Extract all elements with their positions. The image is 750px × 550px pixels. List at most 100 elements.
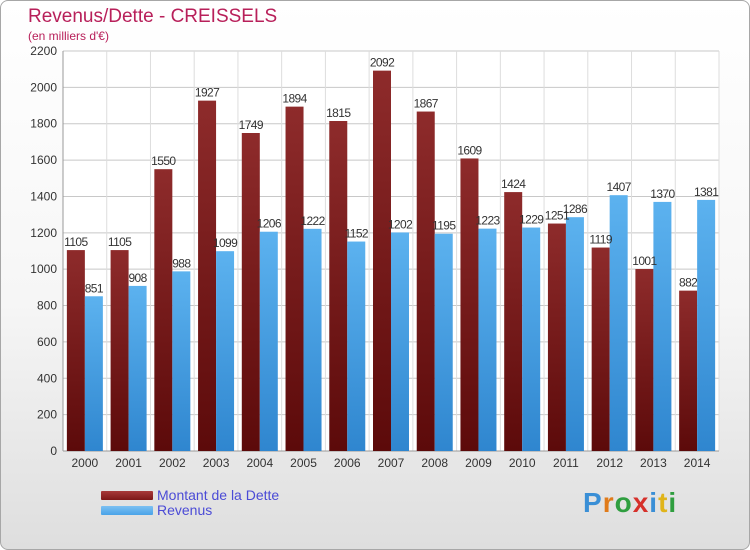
y-tick-label: 1200: [30, 226, 57, 240]
data-label-dette: 1894: [282, 92, 307, 106]
data-label-dette: 2092: [370, 56, 395, 70]
data-label-revenus: 1229: [519, 213, 544, 227]
legend-item-revenus: Revenus: [101, 502, 212, 518]
x-tick-label: 2000: [72, 456, 99, 470]
bar-dette: [635, 269, 654, 451]
x-tick-label: 2008: [421, 456, 448, 470]
y-tick-label: 1000: [30, 262, 57, 276]
x-tick-label: 2006: [334, 456, 361, 470]
data-label-revenus: 988: [172, 256, 191, 270]
data-label-revenus: 1152: [345, 227, 369, 241]
bar-revenus: [391, 232, 409, 451]
x-tick-label: 2014: [684, 456, 711, 470]
data-label-revenus: 1206: [257, 217, 282, 231]
bar-revenus: [84, 296, 103, 451]
x-tick-label: 2001: [115, 456, 142, 470]
bar-dette: [285, 106, 304, 452]
data-label-revenus: 851: [85, 281, 104, 295]
data-label-dette: 1105: [64, 235, 88, 249]
bar-dette: [373, 70, 391, 452]
bar-dette: [504, 192, 523, 451]
bar-dette: [241, 133, 260, 451]
logo-letter: t: [658, 487, 669, 518]
data-label-dette: 1867: [414, 97, 439, 111]
data-label-revenus: 908: [128, 271, 147, 285]
data-label-dette: 1815: [326, 106, 351, 120]
logo-letter: r: [602, 487, 615, 518]
legend-item-dette: Montant de la Dette: [101, 487, 279, 503]
bar-dette: [198, 100, 217, 452]
data-label-revenus: 1370: [650, 187, 675, 201]
bar-revenus: [216, 251, 235, 451]
data-label-revenus: 1223: [475, 214, 500, 228]
data-label-revenus: 1099: [213, 236, 238, 250]
legend-label-revenus: Revenus: [157, 502, 213, 518]
data-label-dette: 1550: [151, 154, 176, 168]
y-tick-label: 200: [37, 408, 57, 422]
data-label-revenus: 1222: [300, 214, 325, 228]
chart-subtitle: (en milliers d'€): [28, 29, 109, 43]
data-label-dette: 1251: [545, 209, 570, 223]
data-label-dette: 1424: [501, 177, 526, 191]
x-tick-label: 2004: [246, 456, 273, 470]
x-tick-label: 2002: [159, 456, 186, 470]
y-tick-label: 1800: [30, 117, 57, 131]
legend-label-dette: Montant de la Dette: [157, 487, 280, 503]
bar-revenus: [697, 199, 716, 451]
bar-revenus: [434, 233, 453, 451]
y-tick-label: 2200: [30, 44, 57, 58]
bar-dette: [547, 223, 566, 451]
legend-swatch-revenus: [101, 505, 153, 515]
data-label-dette: 1927: [195, 86, 220, 100]
data-label-revenus: 1407: [607, 180, 632, 194]
y-tick-label: 0: [50, 444, 57, 458]
bar-dette: [416, 111, 435, 451]
y-tick-label: 2000: [30, 80, 57, 94]
chart-title: Revenus/Dette - CREISSELS: [28, 6, 278, 27]
data-label-dette: 882: [679, 276, 698, 290]
bar-dette: [154, 169, 173, 451]
data-label-dette: 1119: [589, 233, 612, 247]
data-label-revenus: 1202: [388, 217, 413, 231]
bar-revenus: [653, 201, 672, 451]
data-label-dette: 1749: [239, 118, 264, 132]
x-tick-label: 2005: [290, 456, 317, 470]
data-label-revenus: 1381: [694, 185, 719, 199]
data-label-dette: 1609: [457, 143, 482, 157]
y-tick-label: 800: [37, 299, 57, 313]
bar-dette: [460, 158, 479, 452]
x-tick-label: 2010: [509, 456, 536, 470]
bar-revenus: [609, 195, 628, 451]
logo-letter: o: [614, 487, 633, 518]
bar-dette: [329, 121, 348, 451]
x-tick-label: 2009: [465, 456, 492, 470]
x-tick-label: 2007: [378, 456, 405, 470]
data-label-dette: 1105: [108, 235, 132, 249]
logo-letter: i: [649, 487, 659, 518]
x-tick-label: 2012: [596, 456, 623, 470]
y-tick-label: 400: [37, 371, 57, 385]
data-label-revenus: 1195: [432, 219, 456, 233]
bar-revenus: [565, 217, 584, 451]
data-label-revenus: 1286: [563, 202, 588, 216]
bar-dette: [591, 247, 610, 451]
proxiti-logo: Proxiti: [583, 487, 677, 519]
bar-revenus: [303, 228, 322, 451]
logo-letter: P: [583, 487, 603, 518]
y-tick-label: 600: [37, 335, 57, 349]
bar-revenus: [259, 231, 278, 451]
y-tick-label: 1400: [30, 189, 57, 203]
bar-revenus: [522, 227, 541, 451]
logo-letter: x: [632, 487, 650, 518]
bar-revenus: [478, 228, 497, 451]
data-label-dette: 1001: [632, 254, 657, 268]
legend-swatch-dette: [101, 490, 153, 500]
bar-dette: [66, 250, 85, 451]
x-tick-label: 2011: [553, 456, 579, 470]
bar-revenus: [347, 241, 366, 451]
bar-revenus: [128, 285, 147, 451]
logo-letter: i: [668, 487, 678, 518]
bar-revenus: [172, 271, 191, 451]
y-tick-label: 1600: [30, 153, 57, 167]
